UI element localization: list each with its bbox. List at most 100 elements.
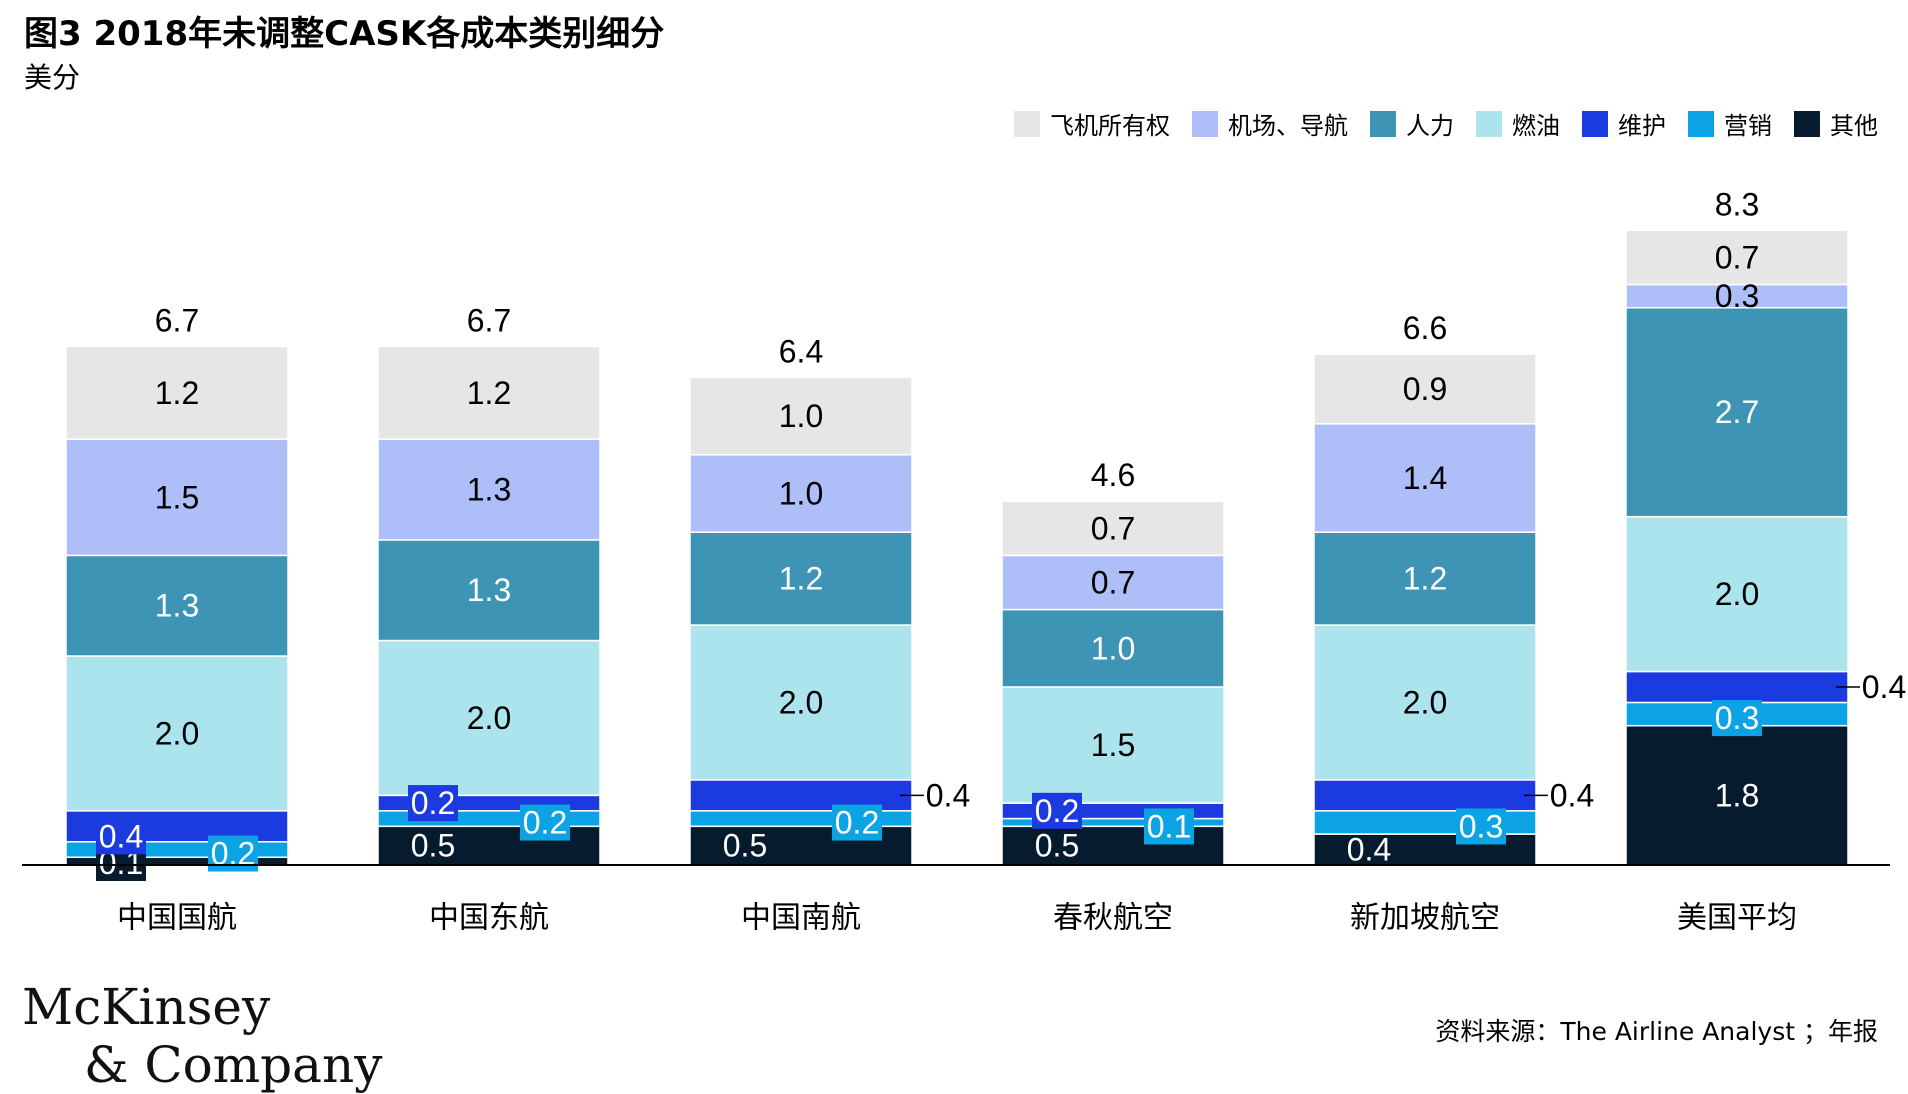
- data-label-airport-1: 1.3: [467, 472, 511, 508]
- svg-text:0.3: 0.3: [1459, 808, 1503, 844]
- legend-swatch-labor: [1370, 110, 1396, 137]
- legend: 飞机所有权 机场、导航 人力 燃油 维护 营销 其他: [1014, 106, 1878, 141]
- category-label-3: 春秋航空: [1053, 902, 1173, 935]
- data-label-fuel-1: 2.0: [467, 700, 511, 736]
- data-label-airport-4: 1.4: [1403, 460, 1447, 496]
- data-label-labor-5: 2.7: [1715, 394, 1759, 430]
- data-label-sales-4: 0.3: [1456, 808, 1506, 845]
- legend-label-sales: 营销: [1724, 112, 1772, 140]
- svg-text:0.3: 0.3: [1715, 700, 1759, 736]
- bar-segment-fuel-2: [689, 624, 913, 781]
- bar-segment-labor-3: [1001, 608, 1225, 688]
- category-label-2: 中国南航: [741, 902, 861, 935]
- data-label-sales-3: 0.1: [1144, 808, 1194, 845]
- data-label-maintenance-0: 0.4: [96, 818, 146, 855]
- bar-segment-maintenance-4: [1313, 779, 1537, 812]
- data-label-airport-0: 1.5: [155, 479, 199, 515]
- category-label-4: 新加坡航空: [1350, 902, 1500, 935]
- data-label-maintenance-1: 0.2: [408, 785, 458, 822]
- legend-label-airport: 机场、导航: [1228, 112, 1348, 140]
- data-label-other-4: 0.4: [1347, 832, 1391, 868]
- bar-segment-other-2: [689, 825, 913, 866]
- category-label-1: 中国东航: [429, 902, 549, 935]
- category-label-0: 中国国航: [117, 902, 237, 935]
- total-label-1: 6.7: [467, 302, 511, 338]
- data-label-fuel-2: 2.0: [779, 684, 823, 720]
- bar-segment-ownership-0: [65, 345, 289, 441]
- legend-label-ownership: 飞机所有权: [1050, 112, 1170, 140]
- data-label-sales-1: 0.2: [520, 804, 570, 841]
- svg-text:0.2: 0.2: [1035, 793, 1079, 829]
- legend-swatch-sales: [1688, 110, 1714, 137]
- bar-segment-labor-2: [689, 531, 913, 626]
- data-label-maintenance-5: 0.4: [1836, 669, 1906, 705]
- bar-segment-airport-4: [1313, 423, 1537, 533]
- bar-segment-fuel-3: [1001, 686, 1225, 804]
- legend-swatch-airport: [1192, 110, 1218, 137]
- data-label-ownership-5: 0.7: [1715, 239, 1759, 275]
- chart-subtitle: 美分: [24, 61, 81, 94]
- svg-text:0.2: 0.2: [835, 805, 879, 841]
- data-label-other-1: 0.5: [411, 828, 455, 864]
- svg-text:0.4: 0.4: [1550, 777, 1594, 813]
- legend-item-sales: 营销: [1688, 106, 1772, 141]
- data-label-ownership-0: 1.2: [155, 375, 199, 411]
- data-label-labor-0: 1.3: [155, 588, 199, 624]
- data-label-airport-2: 1.0: [779, 475, 823, 511]
- bar-segment-ownership-2: [689, 376, 913, 456]
- legend-item-airport: 机场、导航: [1192, 106, 1348, 141]
- logo-line-2: & Company: [84, 1036, 383, 1094]
- bar-segment-airport-0: [65, 438, 289, 557]
- category-label-5: 美国平均: [1677, 902, 1797, 935]
- legend-item-maintenance: 维护: [1582, 106, 1666, 141]
- legend-item-labor: 人力: [1370, 106, 1454, 141]
- data-label-maintenance-2: 0.4: [900, 777, 970, 813]
- legend-swatch-maintenance: [1582, 110, 1608, 137]
- bar-segment-airport-2: [689, 454, 913, 533]
- data-label-ownership-1: 1.2: [467, 375, 511, 411]
- svg-text:0.2: 0.2: [523, 805, 567, 841]
- legend-swatch-ownership: [1014, 110, 1040, 137]
- data-label-ownership-3: 0.7: [1091, 510, 1135, 546]
- data-label-maintenance-3: 0.2: [1032, 792, 1082, 829]
- legend-swatch-other: [1794, 110, 1820, 137]
- data-label-other-3: 0.5: [1035, 828, 1079, 864]
- data-label-maintenance-4: 0.4: [1524, 777, 1594, 813]
- chart-title: 图3 2018年未调整CASK各成本类别细分: [24, 14, 665, 54]
- bar-segment-airport-1: [377, 438, 601, 541]
- total-label-4: 6.6: [1403, 310, 1447, 346]
- data-label-other-2: 0.5: [723, 828, 767, 864]
- data-label-fuel-3: 1.5: [1091, 727, 1135, 763]
- data-label-other-5: 1.8: [1715, 777, 1759, 813]
- source-note: 资料来源：The Airline Analyst ；年报: [1435, 1017, 1878, 1046]
- bar-segment-labor-1: [377, 539, 601, 642]
- data-label-labor-3: 1.0: [1091, 630, 1135, 666]
- legend-label-fuel: 燃油: [1512, 112, 1560, 140]
- legend-label-other: 其他: [1830, 112, 1878, 140]
- data-label-airport-3: 0.7: [1091, 564, 1135, 600]
- legend-swatch-fuel: [1476, 110, 1502, 137]
- data-label-labor-2: 1.2: [779, 561, 823, 597]
- svg-text:0.4: 0.4: [1862, 669, 1906, 705]
- data-label-ownership-4: 0.9: [1403, 371, 1447, 407]
- data-label-sales-5: 0.3: [1712, 700, 1762, 737]
- total-label-0: 6.7: [155, 302, 199, 338]
- legend-item-fuel: 燃油: [1476, 106, 1560, 141]
- data-label-sales-0: 0.2: [208, 835, 258, 872]
- data-label-fuel-4: 2.0: [1403, 684, 1447, 720]
- bar-segment-maintenance-5: [1625, 670, 1849, 704]
- bar-segment-labor-5: [1625, 306, 1849, 518]
- svg-text:0.4: 0.4: [99, 818, 143, 854]
- svg-text:0.2: 0.2: [211, 836, 255, 872]
- bar-segment-ownership-5: [1625, 229, 1849, 286]
- data-label-fuel-0: 2.0: [155, 715, 199, 751]
- stacked-bar-chart: 2.0 1.3 1.5 1.2 0.1 0.2 0.4 6.7 中国国航 2.0 1.3 1.3 1.2…: [22, 186, 1906, 935]
- svg-text:0.1: 0.1: [1147, 808, 1191, 844]
- data-label-sales-2: 0.2: [832, 804, 882, 841]
- bar-segment-fuel-0: [65, 655, 289, 812]
- legend-item-other: 其他: [1794, 106, 1878, 141]
- bar-segment-fuel-5: [1625, 515, 1849, 673]
- data-label-labor-1: 1.3: [467, 572, 511, 608]
- bar-segment-ownership-4: [1313, 353, 1537, 425]
- mckinsey-logo: McKinsey & Company: [22, 978, 382, 1094]
